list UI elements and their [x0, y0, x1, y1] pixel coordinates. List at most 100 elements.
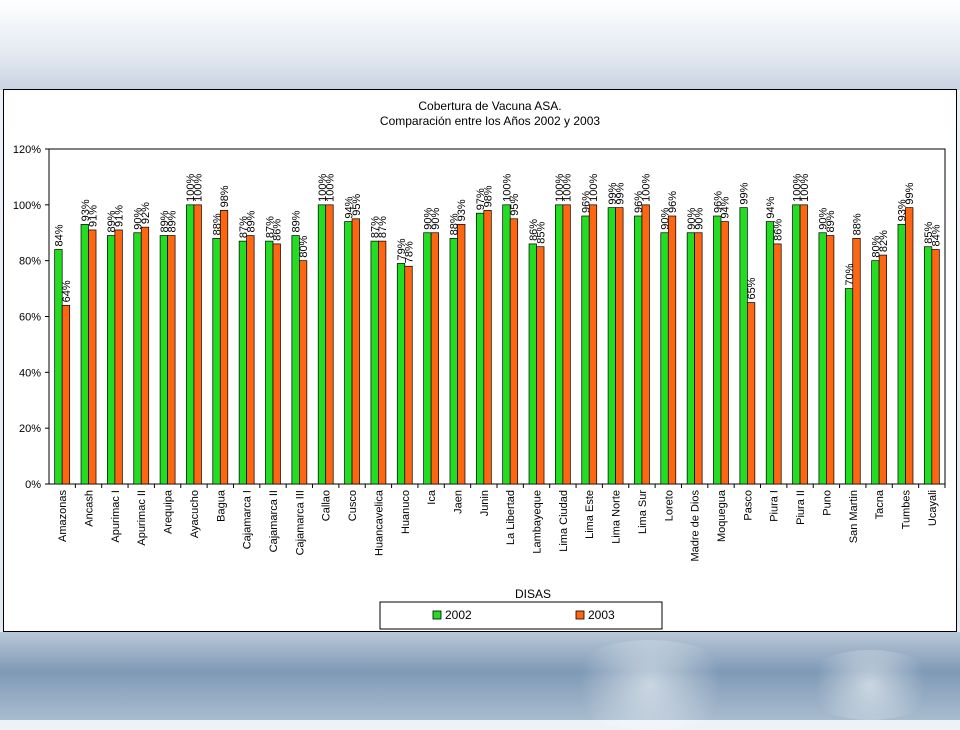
bar-2002	[133, 232, 142, 485]
bar-2003	[88, 229, 97, 485]
data-label-2002: 100%	[554, 173, 566, 201]
bar-2002	[317, 204, 327, 485]
y-tick-label: 20%	[19, 423, 41, 435]
bar-2003	[219, 210, 229, 485]
bar-2002	[871, 260, 880, 485]
data-label-2003: 88%	[852, 213, 864, 235]
bar-2002	[475, 212, 485, 485]
data-label-2003: 64%	[61, 280, 73, 302]
category-label: Tacna	[874, 489, 886, 519]
data-label-2002: 90%	[132, 208, 144, 230]
data-label-2002: 84%	[53, 224, 65, 246]
category-label: Huancavelica	[373, 489, 385, 556]
data-label-2002: 100%	[501, 173, 513, 201]
data-label-2002: 90%	[686, 208, 698, 230]
bar-2002	[818, 232, 827, 485]
data-label-2002: 89%	[159, 210, 171, 232]
data-label-2003: 65%	[746, 277, 758, 299]
bar-2002	[159, 235, 168, 485]
bar-2003	[114, 229, 123, 485]
category-label: Lambayeque	[532, 490, 544, 554]
bar-2002	[291, 235, 300, 485]
category-label: Huanuco	[400, 490, 412, 534]
category-label: Moquegua	[716, 489, 728, 542]
data-label-2002: 94%	[765, 196, 777, 218]
decorative-glow	[800, 650, 940, 720]
data-label-2003: 100%	[324, 173, 336, 201]
category-label: Arequipa	[163, 489, 175, 534]
data-label-2002: 87%	[370, 216, 382, 238]
decorative-glow	[560, 640, 740, 730]
data-label-2003: 100%	[562, 173, 574, 201]
bar-2003	[931, 249, 940, 485]
data-label-2002: 79%	[396, 238, 408, 260]
category-label: Amazonas	[57, 490, 69, 542]
category-label: La Libertad	[505, 490, 517, 545]
data-label-2003: 100%	[799, 173, 811, 201]
bar-2002	[212, 237, 221, 485]
bar-2003	[615, 207, 624, 485]
legend-box	[379, 601, 663, 630]
data-label-2002: 99%	[607, 182, 619, 204]
bar-2003	[167, 235, 176, 485]
data-label-2003: 100%	[193, 173, 205, 201]
bar-2003	[457, 224, 466, 485]
bar-2003	[905, 207, 914, 485]
category-label: Cajamarca I	[242, 490, 254, 549]
category-label: Ucayali	[927, 490, 939, 526]
y-tick-label: 100%	[13, 200, 41, 212]
data-label-2002: 87%	[238, 216, 250, 238]
bar-2002	[660, 232, 669, 485]
data-label-2002: 89%	[106, 210, 118, 232]
bar-2003	[826, 235, 835, 485]
category-label: Tumbes	[900, 490, 912, 530]
category-label: Cajamarca II	[268, 490, 280, 552]
data-label-2002: 99%	[739, 182, 751, 204]
category-label: Loreto	[663, 490, 675, 521]
bar-2002	[581, 215, 590, 485]
legend-swatch-2002	[432, 610, 442, 620]
chart-subtitle: Comparación entre los Años 2002 y 2003	[380, 114, 600, 128]
chart-legend: 2002 2003	[379, 601, 663, 630]
data-label-2002: 80%	[870, 235, 882, 257]
x-axis-label: DISAS	[515, 587, 551, 601]
bar-2002	[186, 204, 195, 485]
bar-2003	[272, 243, 281, 485]
bar-2003	[641, 204, 650, 485]
bar-2002	[80, 224, 89, 485]
data-label-2002: 96%	[712, 191, 724, 213]
data-label-2003: 99%	[614, 182, 626, 204]
data-label-2003: 86%	[272, 219, 284, 241]
legend-swatch-2003	[575, 610, 585, 620]
category-label: Ayacucho	[189, 490, 201, 538]
bar-2002	[844, 288, 854, 485]
data-label-2002: 90%	[818, 208, 830, 230]
chart-panel: Cobertura de Vacuna ASA. Comparación ent…	[3, 89, 957, 632]
data-label-2003: 95%	[509, 194, 521, 216]
data-label-2003: 78%	[404, 241, 416, 263]
bar-2002	[528, 243, 537, 485]
bar-2002	[265, 240, 274, 485]
bar-2002	[607, 207, 616, 485]
data-label-2003: 89%	[825, 210, 837, 232]
data-label-2002: 100%	[317, 173, 329, 201]
legend-label-2002: 2002	[445, 608, 472, 622]
category-label: Piura II	[795, 490, 807, 525]
data-label-2003: 82%	[878, 230, 890, 252]
bar-2003	[483, 210, 492, 485]
bar-2002	[370, 240, 379, 485]
bar-2003	[193, 204, 202, 485]
bar-2003	[61, 304, 71, 485]
category-label: Apurimac II	[136, 490, 148, 546]
data-label-2002: 90%	[422, 208, 434, 230]
category-label: Bagua	[215, 489, 227, 522]
data-label-2002: 85%	[923, 221, 935, 243]
category-label: Pasco	[742, 490, 754, 521]
category-label: Ica	[426, 489, 438, 505]
bar-2003	[694, 232, 703, 485]
bar-2003	[430, 232, 439, 485]
bar-2002	[396, 263, 406, 485]
bar-2003	[140, 226, 150, 485]
data-label-2003: 89%	[166, 210, 178, 232]
bar-2003	[246, 235, 255, 485]
